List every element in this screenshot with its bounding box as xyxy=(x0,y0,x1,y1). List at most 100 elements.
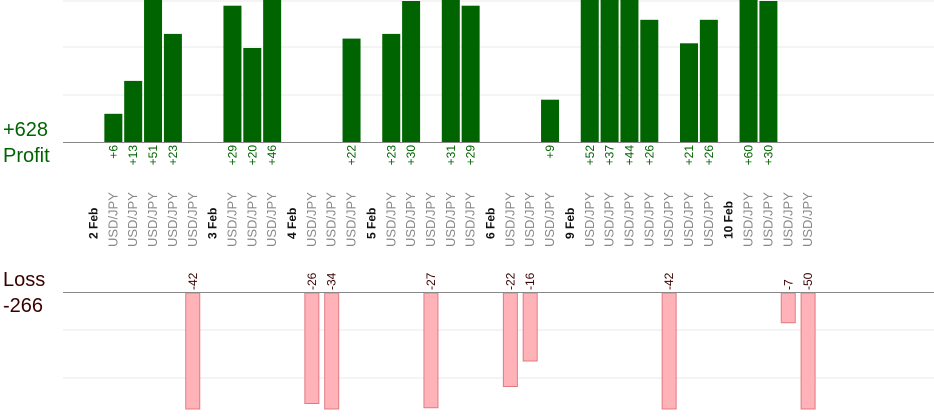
profit-value-label: +60 xyxy=(742,145,756,166)
date-label: 2 Feb xyxy=(87,208,101,239)
bar-labels: 2 Feb USD/JPY +6 USD/JPY +13 USD/JPY +51 USD/JP… xyxy=(87,145,816,290)
loss-value-label: -16 xyxy=(523,272,537,290)
profit-value-label: +31 xyxy=(444,145,458,166)
loss-total: -266 xyxy=(3,295,44,317)
symbol-label: USD/JPY xyxy=(264,192,279,247)
profit-bar xyxy=(243,48,262,142)
profit-total: +628 xyxy=(3,119,49,141)
loss-value-label: -50 xyxy=(801,272,815,290)
loss-bar xyxy=(522,292,538,362)
symbol-label: USD/JPY xyxy=(224,192,239,247)
loss-bar xyxy=(304,292,320,404)
profit-bars xyxy=(104,0,778,143)
symbol-label: USD/JPY xyxy=(463,192,478,247)
symbol-label: USD/JPY xyxy=(344,192,359,247)
date-label: 3 Feb xyxy=(206,208,220,239)
profit-bar xyxy=(541,99,560,142)
loss-value-label: -27 xyxy=(424,272,438,290)
profit-value-label: +26 xyxy=(702,145,716,166)
profit-bar xyxy=(342,38,361,142)
loss-value-label: -34 xyxy=(325,272,339,290)
profit-value-label: +29 xyxy=(464,145,478,166)
profit-bar xyxy=(223,5,242,143)
symbol-label: USD/JPY xyxy=(105,192,120,247)
loss-bar xyxy=(800,292,816,410)
profit-bar xyxy=(620,0,639,142)
symbol-label: USD/JPY xyxy=(324,192,339,247)
gridlines xyxy=(63,0,934,379)
date-label: 4 Feb xyxy=(285,208,299,239)
profit-bar xyxy=(461,5,480,143)
symbol-label: USD/JPY xyxy=(304,192,319,247)
symbol-label: USD/JPY xyxy=(701,192,716,247)
profit-bar xyxy=(580,0,599,142)
profit-bar xyxy=(699,19,718,142)
symbol-label: USD/JPY xyxy=(741,192,756,247)
loss-value-label: -7 xyxy=(781,279,795,290)
loss-bar xyxy=(502,292,518,387)
symbol-label: USD/JPY xyxy=(443,192,458,247)
symbol-label: USD/JPY xyxy=(602,192,617,247)
profit-bar xyxy=(263,0,282,142)
symbol-label: USD/JPY xyxy=(661,192,676,247)
symbol-label: USD/JPY xyxy=(403,192,418,247)
loss-bar xyxy=(661,292,677,410)
profit-value-label: +29 xyxy=(225,145,239,166)
profit-value-label: +30 xyxy=(761,145,775,166)
profit-value-label: +30 xyxy=(404,145,418,166)
symbol-label: USD/JPY xyxy=(780,192,795,247)
loss-value-label: -26 xyxy=(305,272,319,290)
profit-bar xyxy=(739,0,758,142)
profit-bar xyxy=(759,1,778,142)
profit-value-label: +44 xyxy=(622,145,636,166)
profit-value-label: +20 xyxy=(245,145,259,166)
date-label: 5 Feb xyxy=(364,208,378,239)
symbol-label: USD/JPY xyxy=(145,192,160,247)
symbol-label: USD/JPY xyxy=(582,192,597,247)
date-label: 10 Feb xyxy=(722,201,736,239)
symbol-label: USD/JPY xyxy=(244,192,259,247)
profit-value-label: +46 xyxy=(265,145,279,166)
symbol-label: USD/JPY xyxy=(522,192,537,247)
profit-value-label: +23 xyxy=(384,145,398,166)
symbol-label: USD/JPY xyxy=(800,192,815,247)
profit-bar xyxy=(104,113,123,142)
profit-bar xyxy=(441,0,460,142)
loss-bars xyxy=(185,292,816,410)
loss-bar xyxy=(423,292,439,409)
profit-value-label: +51 xyxy=(146,145,160,166)
loss-label: Loss xyxy=(3,269,46,291)
symbol-label: USD/JPY xyxy=(641,192,656,247)
date-label: 6 Feb xyxy=(484,208,498,239)
profit-value-label: +21 xyxy=(682,145,696,166)
profit-bar xyxy=(382,33,401,142)
symbol-label: USD/JPY xyxy=(185,192,200,247)
loss-value-label: -42 xyxy=(186,272,200,290)
profit-value-label: +26 xyxy=(642,145,656,166)
loss-value-label: -22 xyxy=(503,272,517,290)
profit-bar xyxy=(163,33,182,142)
profit-bar xyxy=(402,1,421,142)
symbol-label: USD/JPY xyxy=(165,192,180,247)
profit-value-label: +6 xyxy=(106,145,120,159)
date-label: 9 Feb xyxy=(563,208,577,239)
symbol-label: USD/JPY xyxy=(502,192,517,247)
profit-label: Profit xyxy=(3,145,50,167)
profit-value-label: +22 xyxy=(345,145,359,166)
symbol-label: USD/JPY xyxy=(760,192,775,247)
symbol-label: USD/JPY xyxy=(621,192,636,247)
profit-value-label: +23 xyxy=(166,145,180,166)
axes xyxy=(63,142,934,293)
loss-bar xyxy=(324,292,340,410)
profit-bar xyxy=(144,0,163,142)
profit-bar xyxy=(640,19,659,142)
profit-bar xyxy=(124,80,143,142)
symbol-label: USD/JPY xyxy=(681,192,696,247)
symbol-label: USD/JPY xyxy=(383,192,398,247)
loss-bar xyxy=(185,292,201,410)
profit-value-label: +13 xyxy=(126,145,140,166)
profit-value-label: +37 xyxy=(603,145,617,166)
symbol-label: USD/JPY xyxy=(125,192,140,247)
symbol-label: USD/JPY xyxy=(423,192,438,247)
